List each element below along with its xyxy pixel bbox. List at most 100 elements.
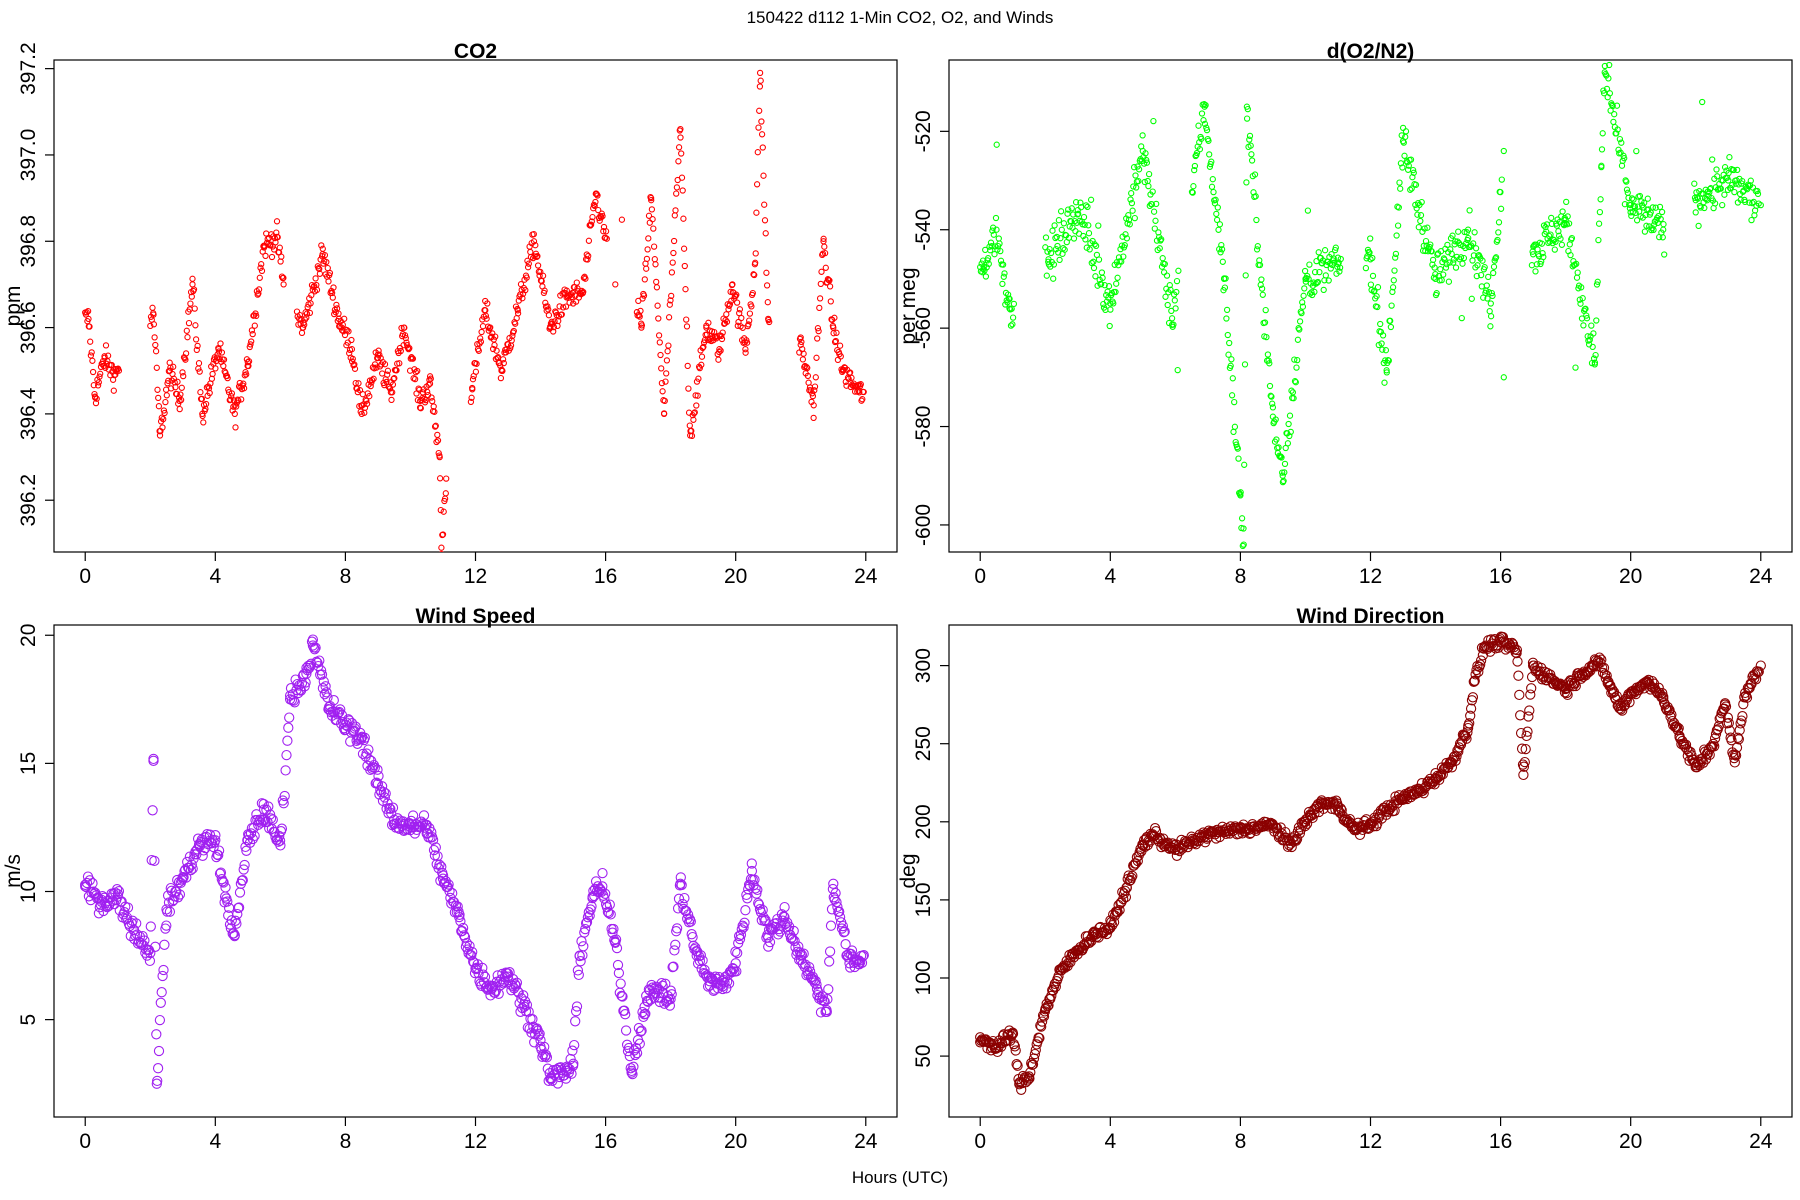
key-data-point [469,384,476,392]
data-point [1647,209,1654,216]
key-data-point [1529,251,1537,258]
data-point [1611,111,1618,118]
data-point [1545,239,1552,247]
key-data-point [677,125,684,133]
data-point [306,309,314,317]
key-data-point [687,432,694,439]
data-point [760,172,767,179]
data-point [798,338,805,346]
data-point [1392,250,1400,258]
data-point [315,665,327,676]
data-point [755,124,762,131]
data-point [1200,117,1207,124]
data-point [1216,221,1224,228]
data-point [147,322,154,330]
data-point [174,378,181,385]
data-point [1461,733,1472,744]
data-point [1641,199,1648,206]
data-point [1142,839,1153,851]
key-data-point [660,410,668,418]
key-data-point [828,878,839,889]
data-point [534,252,541,260]
data-point [582,912,594,923]
data-point [1263,333,1270,341]
data-point [1247,142,1254,149]
data-point [1230,428,1237,436]
data-point [733,299,741,306]
data-point [1752,667,1764,678]
key-data-point [703,324,710,331]
key-data-point [400,324,408,331]
data-point [816,295,824,302]
y-tick-label: 200 [912,804,935,839]
data-point [679,187,686,194]
key-data-point [96,896,107,907]
data-point [414,367,421,375]
data-point [1241,361,1249,368]
data-point [1036,1021,1047,1032]
data-point [315,265,322,272]
data-point [249,330,256,338]
key-data-point [1399,138,1407,145]
data-point [1488,289,1495,297]
data-point [113,886,125,897]
key-data-point [1446,757,1457,768]
data-point [458,930,470,941]
data-point [1603,85,1611,93]
data-point [1055,964,1066,975]
data-point [1731,188,1738,196]
data-point [1110,300,1117,307]
x-tick-label: 16 [1489,1130,1512,1153]
data-point [1335,803,1346,814]
data-point [1729,749,1741,760]
data-point [668,269,676,276]
data-point [1246,136,1253,143]
data-point [1141,178,1148,186]
data-point [1262,306,1269,314]
key-data-point [752,259,759,266]
data-point [1322,272,1329,279]
data-point [1494,236,1501,244]
key-data-point [810,402,817,409]
data-point [1370,288,1377,295]
data-point [664,348,671,355]
data-point [193,346,200,354]
data-point [822,264,829,271]
key-data-point [1598,162,1605,169]
data-point [1055,249,1062,256]
data-point [734,933,746,945]
key-data-point [417,397,424,405]
data-point [507,344,514,352]
data-point [307,300,314,307]
data-point [1497,188,1504,196]
key-data-point [691,950,702,961]
data-point [1606,90,1614,97]
series-points [977,61,1764,550]
data-point [1598,662,1610,674]
data-point [1208,158,1215,165]
data-point [752,250,759,257]
data-point [1472,245,1480,252]
data-point [278,253,285,260]
plot-frame [53,59,898,553]
data-point [693,402,700,409]
data-point [1258,285,1266,292]
data-point [1238,515,1246,522]
key-data-point [421,819,432,831]
key-data-point [561,1065,572,1077]
key-data-point [166,367,173,374]
data-point [1241,461,1248,468]
data-point [1011,1059,1022,1070]
data-point [479,323,487,330]
data-point [539,272,547,279]
data-point [1139,132,1146,139]
data-point [384,371,391,378]
data-point [1621,155,1628,162]
y-tick-label: 396.2 [17,474,40,527]
data-point [681,262,688,270]
data-point [565,1053,576,1065]
data-point [349,355,356,363]
data-point [1254,243,1261,250]
data-point [653,284,661,291]
